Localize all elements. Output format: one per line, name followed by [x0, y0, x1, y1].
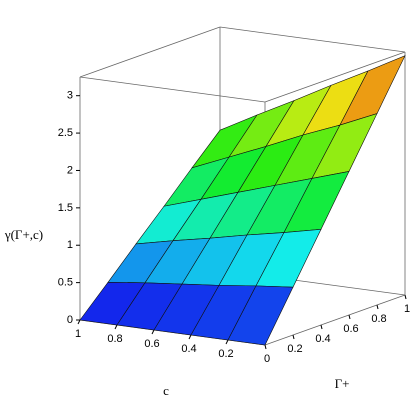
x-tick — [264, 344, 267, 350]
y-tick — [225, 339, 229, 345]
x-tick-label: 0.8 — [371, 313, 386, 325]
surface-patch — [227, 285, 294, 346]
y-axis-label: c — [163, 383, 169, 398]
y-tick — [77, 319, 81, 325]
z-axis-label: γ(Γ+,c) — [4, 227, 43, 242]
z-tick-label: 2 — [67, 164, 73, 176]
y-tick-label: 0.2 — [218, 348, 233, 360]
y-tick-label: 1 — [75, 328, 81, 340]
box-edge — [264, 294, 406, 346]
box-edge — [79, 26, 221, 78]
x-tick-label: 0 — [264, 353, 270, 365]
box-edge — [219, 26, 406, 53]
x-tick — [376, 304, 379, 310]
y-tick — [188, 334, 192, 340]
x-tick — [404, 294, 407, 300]
box-edge — [79, 76, 266, 103]
z-tick-label: 0 — [67, 314, 73, 326]
y-tick — [114, 324, 118, 330]
x-tick-label: 0.2 — [287, 343, 302, 355]
x-tick-label: 0.6 — [343, 323, 358, 335]
x-axis-label: Γ+ — [335, 376, 350, 391]
y-tick-label: 0.8 — [107, 333, 122, 345]
y-tick — [151, 329, 155, 335]
x-tick — [320, 324, 323, 330]
z-tick-label: 0.5 — [58, 277, 73, 289]
x-tick-label: 0.4 — [315, 333, 330, 345]
box-edge — [264, 51, 406, 103]
y-tick-label: 0.6 — [144, 338, 159, 350]
z-tick-label: 2.5 — [58, 127, 73, 139]
x-tick-label: 1 — [404, 303, 410, 315]
x-tick — [292, 334, 295, 340]
z-tick-label: 1 — [67, 239, 73, 251]
z-tick-label: 3 — [67, 90, 73, 102]
y-tick-label: 0.4 — [181, 343, 196, 355]
x-tick — [348, 314, 351, 320]
z-tick-label: 1.5 — [58, 202, 73, 214]
